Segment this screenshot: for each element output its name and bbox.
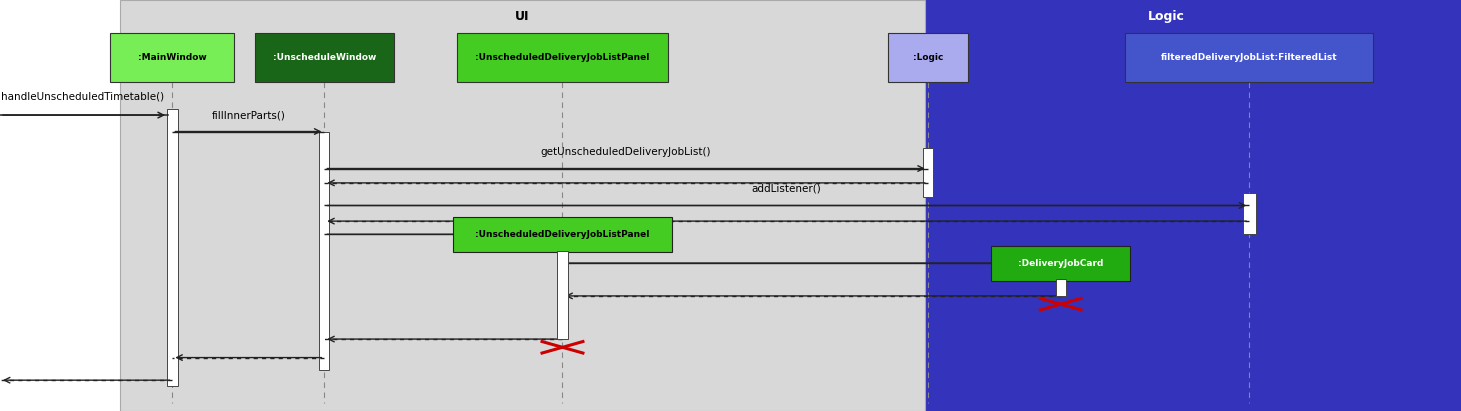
Bar	[453, 217, 672, 252]
Bar	[1055, 279, 1067, 296]
Text: :MainWindow: :MainWindow	[137, 53, 207, 62]
Bar	[1125, 33, 1373, 82]
Text: handleUnscheduledTimetable(): handleUnscheduledTimetable()	[1, 92, 165, 102]
Bar	[872, 0, 1461, 411]
Bar	[167, 109, 177, 386]
Bar	[1242, 193, 1256, 234]
Text: :UnscheduleWindow: :UnscheduleWindow	[273, 53, 375, 62]
Text: :UnscheduledDeliveryJobListPanel: :UnscheduledDeliveryJobListPanel	[475, 230, 650, 239]
Text: UI: UI	[516, 10, 529, 23]
Bar	[120, 0, 925, 411]
Bar	[254, 33, 393, 82]
Text: fillInnerParts(): fillInnerParts()	[212, 110, 285, 120]
Bar	[923, 148, 934, 197]
Text: :UnscheduledDeliveryJobListPanel: :UnscheduledDeliveryJobListPanel	[475, 53, 650, 62]
Text: addListener(): addListener()	[752, 184, 821, 194]
Bar	[991, 246, 1131, 281]
Text: filteredDeliveryJobList:FilteredList: filteredDeliveryJobList:FilteredList	[1161, 53, 1337, 62]
Bar	[888, 33, 969, 82]
Bar	[557, 251, 567, 339]
Bar	[110, 33, 234, 82]
Bar	[456, 33, 669, 82]
Text: Logic: Logic	[1148, 10, 1185, 23]
Text: :Logic: :Logic	[913, 53, 942, 62]
Text: :DeliveryJobCard: :DeliveryJobCard	[1018, 259, 1103, 268]
Text: getUnscheduledDeliveryJobList(): getUnscheduledDeliveryJobList()	[541, 147, 712, 157]
Bar	[318, 132, 330, 370]
